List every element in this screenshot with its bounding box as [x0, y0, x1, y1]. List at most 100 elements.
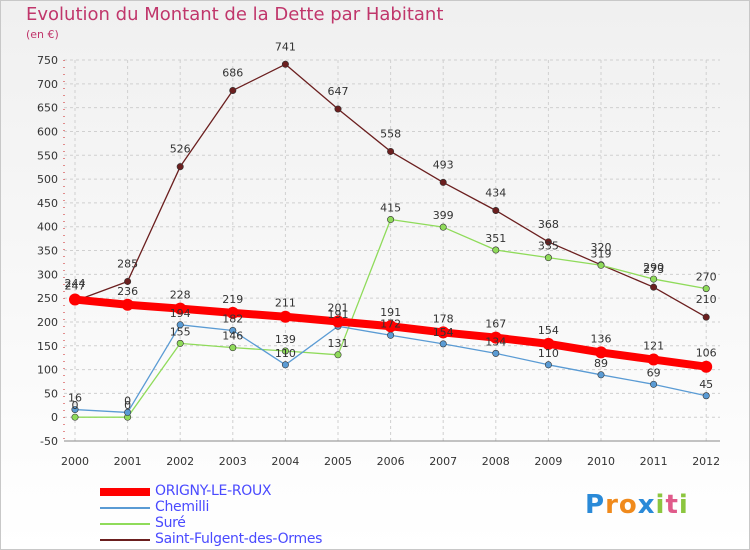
- data-label: 89: [594, 357, 608, 370]
- data-label: 247: [65, 280, 86, 293]
- y-tick-label: 700: [37, 78, 58, 91]
- legend-swatch: [100, 539, 150, 541]
- data-label: 236: [117, 285, 138, 298]
- legend-label: Saint-Fulgent-des-Ormes: [155, 531, 323, 547]
- data-label: 558: [380, 127, 401, 140]
- legend-swatch: [100, 523, 150, 525]
- data-point: [544, 361, 552, 369]
- x-tick-label: 2008: [482, 455, 510, 468]
- data-point: [124, 277, 132, 285]
- data-label: 139: [275, 333, 296, 346]
- data-label: 211: [275, 297, 296, 310]
- data-point: [176, 163, 184, 171]
- data-point: [437, 326, 450, 339]
- data-label: 45: [699, 378, 713, 391]
- y-tick-label: 150: [37, 340, 58, 353]
- data-label: 244: [65, 277, 86, 290]
- data-label: 121: [643, 340, 664, 353]
- data-point: [229, 86, 237, 94]
- data-label: 320: [591, 241, 612, 254]
- data-label: 201: [328, 301, 349, 314]
- data-label: 191: [328, 308, 349, 321]
- data-label: 415: [380, 202, 401, 215]
- data-point: [700, 360, 713, 373]
- data-label: 194: [170, 307, 191, 320]
- data-label: 191: [380, 306, 401, 319]
- chart-title: Evolution du Montant de la Dette par Hab…: [26, 4, 444, 25]
- data-point: [71, 413, 79, 421]
- data-label: 493: [433, 158, 454, 171]
- data-point: [492, 246, 500, 254]
- data-label: 335: [538, 240, 559, 253]
- data-label: 219: [222, 293, 243, 306]
- data-point: [387, 147, 395, 155]
- y-tick-label: 100: [37, 364, 58, 377]
- data-point: [174, 302, 187, 315]
- data-label: 172: [380, 317, 401, 330]
- data-label: 155: [170, 325, 191, 338]
- y-axis-unit: (en €): [26, 28, 59, 41]
- data-label: 399: [433, 209, 454, 222]
- data-point: [439, 223, 447, 231]
- data-point: [702, 392, 710, 400]
- data-label: 290: [643, 261, 664, 274]
- y-tick-label: 0: [51, 411, 58, 424]
- data-label: 154: [433, 326, 454, 339]
- data-point: [226, 306, 239, 319]
- data-label: 110: [275, 347, 296, 360]
- y-tick-label: 750: [37, 54, 58, 67]
- data-point: [489, 331, 502, 344]
- y-tick-label: 450: [37, 197, 58, 210]
- y-tick-label: -50: [40, 435, 58, 448]
- data-point: [71, 406, 79, 414]
- data-label: 647: [328, 85, 349, 98]
- x-tick-label: 2004: [271, 455, 299, 468]
- data-label: 228: [170, 289, 191, 302]
- data-point: [544, 238, 552, 246]
- data-point: [702, 313, 710, 321]
- data-label: 16: [68, 392, 82, 405]
- data-point: [650, 275, 658, 283]
- x-tick-label: 2000: [61, 455, 89, 468]
- data-point: [281, 347, 289, 355]
- data-point: [702, 285, 710, 293]
- y-tick-label: 350: [37, 245, 58, 258]
- y-tick-label: 300: [37, 268, 58, 281]
- data-label: 319: [591, 247, 612, 260]
- data-point: [334, 105, 342, 113]
- y-tick-label: 50: [44, 387, 58, 400]
- data-point: [281, 361, 289, 369]
- data-label: 0: [72, 399, 79, 412]
- data-label: 154: [538, 324, 559, 337]
- data-point: [384, 320, 397, 333]
- data-point: [387, 216, 395, 224]
- data-point: [439, 178, 447, 186]
- data-point: [279, 310, 292, 323]
- data-point: [229, 327, 237, 335]
- x-tick-label: 2012: [692, 455, 720, 468]
- x-tick-label: 2003: [219, 455, 247, 468]
- data-point: [439, 340, 447, 348]
- x-tick-label: 2005: [324, 455, 352, 468]
- x-tick-label: 2010: [587, 455, 615, 468]
- data-point: [176, 321, 184, 329]
- data-point: [387, 331, 395, 339]
- proxiti-logo: Proxiti: [585, 490, 689, 520]
- data-point: [334, 351, 342, 359]
- data-point: [121, 298, 134, 311]
- data-point: [229, 344, 237, 352]
- x-tick-label: 2002: [166, 455, 194, 468]
- data-point: [647, 353, 660, 366]
- data-label: 273: [643, 263, 664, 276]
- y-tick-label: 550: [37, 149, 58, 162]
- data-point: [597, 261, 605, 269]
- data-label: 210: [696, 293, 717, 306]
- y-tick-label: 200: [37, 316, 58, 329]
- data-label: 741: [275, 40, 296, 53]
- data-point: [176, 339, 184, 347]
- data-label: 131: [328, 337, 349, 350]
- data-point: [124, 408, 132, 416]
- data-label: 0: [124, 394, 131, 407]
- y-tick-label: 600: [37, 125, 58, 138]
